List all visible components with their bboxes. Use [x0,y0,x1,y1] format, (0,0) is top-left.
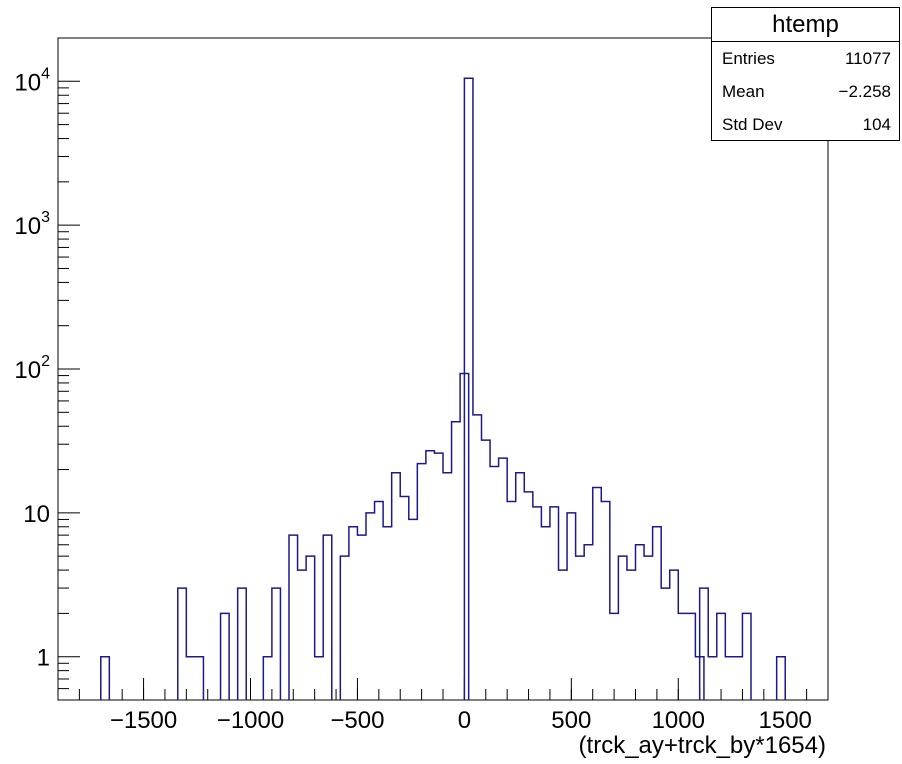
histogram-bin [238,588,247,700]
histogram-bin [306,556,315,700]
stats-label: Std Dev [722,114,783,134]
histogram-bin [541,527,550,700]
stats-value: 104 [862,114,891,134]
histogram-bin [272,588,281,700]
histogram-bin [298,570,307,700]
histogram-bin [452,422,461,700]
histogram-bin [708,657,717,700]
histogram-bin [383,527,392,700]
y-tick-label: 103 [14,209,50,240]
histogram-bin [186,657,195,700]
histogram-bin [533,507,542,700]
histogram-bin [101,657,110,700]
histogram-bin [584,545,593,700]
x-tick-label: 0 [458,707,471,734]
y-tick-exponent: 4 [41,65,50,82]
x-tick-label: −1500 [110,707,177,734]
y-tick-exponent: 2 [41,353,50,370]
y-tick-label: 10 [23,501,50,528]
x-axis-title: (trck_ay+trck_by*1654) [579,732,826,759]
y-tick-base: 10 [14,69,41,96]
stats-label: Mean [722,81,765,101]
histogram-bin [482,440,491,700]
y-tick-exponent: 3 [41,209,50,226]
histogram-bin [426,451,435,700]
histogram-bin [559,570,568,700]
histogram-bin [627,570,636,700]
stats-title: htemp [712,8,899,42]
histogram-bin [263,657,272,700]
histogram-bin [499,458,508,700]
histogram-bin [777,657,786,700]
histogram-bin [289,535,298,700]
histogram-bin [734,657,743,700]
stats-box: htemp Entries 11077 Mean −2.258 Std Dev … [711,7,900,141]
histogram-bin [490,466,499,700]
histogram-bin [417,464,426,700]
histogram-bin [661,588,670,700]
histogram-bin [434,453,443,700]
histogram-bin [550,507,559,700]
histogram-bin [366,513,375,700]
y-tick-label: 104 [14,65,50,96]
histogram-bin [409,519,418,700]
histogram-bin [195,657,204,700]
histogram-bin [221,613,230,700]
histogram-bin [644,556,653,700]
x-tick-labels: −1500 −1000 −500 0 500 1000 1500 [110,707,812,734]
histogram-bin [507,501,516,700]
stats-row-mean: Mean −2.258 [712,75,899,108]
histogram-bin [593,488,602,700]
histogram-bin [340,556,349,700]
histogram-bin [725,657,734,700]
y-tick-label: 102 [14,353,50,384]
stats-row-std-dev: Std Dev 104 [712,108,899,141]
stats-value: 11077 [844,48,891,68]
histogram-bin [357,535,366,700]
histogram-bin [567,513,576,700]
histogram-bin [400,496,409,700]
x-tick-label: 500 [551,707,591,734]
x-tick-label: −1000 [217,707,284,734]
histogram-bin [618,556,627,700]
histogram-bin [601,501,610,700]
y-tick-base: 10 [14,213,41,240]
histogram-bin [576,556,585,700]
histogram-bin [687,613,696,700]
histogram-bin [670,570,679,700]
histogram-bin [315,657,324,700]
stats-value: −2.258 [838,81,891,101]
histogram-bin [742,613,751,700]
histogram-bin [349,527,358,700]
histogram-bin [178,588,187,700]
histogram-bin [610,613,619,700]
histogram-bin [392,473,401,700]
stats-label: Entries [722,48,775,68]
histogram-bin [653,527,662,700]
histogram-bin [516,473,525,700]
x-tick-label: −500 [330,707,384,734]
y-tick-base: 10 [14,357,41,384]
stats-row-entries: Entries 11077 [712,42,899,75]
y-tick-label: 1 [37,645,50,672]
histogram-bin [717,613,726,700]
histogram-bin [443,473,452,700]
histogram-bin [524,492,533,700]
x-tick-label: 1000 [652,707,705,734]
histogram-bin [323,535,332,700]
x-tick-label: 1500 [759,707,812,734]
histogram-bin [636,545,645,700]
histogram-bin [375,501,384,700]
histogram-bin [678,613,687,700]
histogram-outline [100,77,786,700]
histogram-bin [473,415,482,700]
